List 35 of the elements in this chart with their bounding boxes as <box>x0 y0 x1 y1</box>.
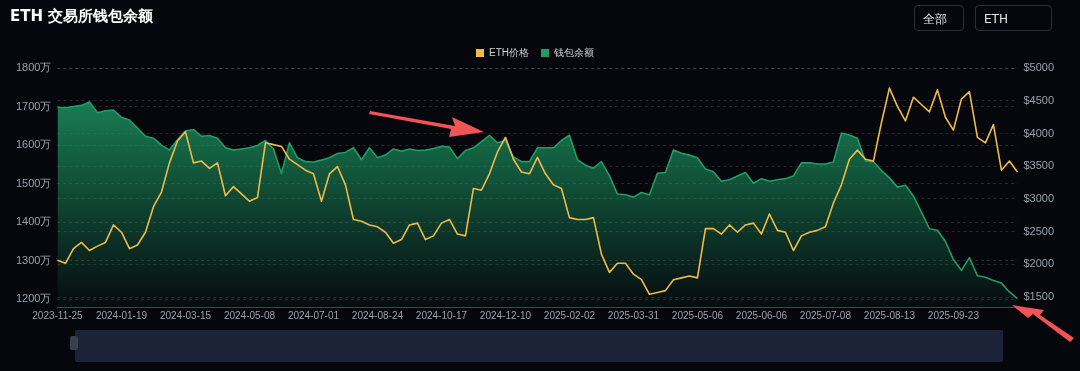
x-tick-label: 2025-03-31 <box>607 309 660 321</box>
y-tick-label: 1500万 <box>15 176 52 189</box>
y-tick-label: 1300万 <box>15 253 52 266</box>
dropdown: ETH <box>975 5 1052 31</box>
y-tick-label: 1400万 <box>15 215 52 228</box>
y2-tick-label: $3500 <box>1023 159 1055 172</box>
y-tick-label: 1200万 <box>15 292 52 305</box>
x-tick-label: 2024-08-24 <box>351 309 404 321</box>
x-tick-label: 2023-11-25 <box>32 309 84 321</box>
y2-tick-label: $2000 <box>1023 257 1055 270</box>
x-tick-label: 2025-07-08 <box>799 309 852 321</box>
legend-label: ETH价格 <box>489 46 529 58</box>
y2-tick-label: $4000 <box>1023 126 1055 139</box>
x-tick-label: 2025-05-06 <box>671 309 724 321</box>
y2-tick-label: $4500 <box>1023 93 1055 106</box>
y-tick-label: 1700万 <box>15 99 52 112</box>
x-tick-label: 2025-02-02 <box>543 309 596 321</box>
y2-tick-label: $1500 <box>1023 290 1055 303</box>
x-tick-label: 2024-12-10 <box>479 309 532 321</box>
y-tick-label: 1600万 <box>15 138 52 151</box>
x-tick-label: 2024-10-17 <box>415 309 468 321</box>
y2-tick-label: $2500 <box>1023 224 1055 237</box>
y2-tick-label: $3000 <box>1023 191 1055 204</box>
x-tick-label: 2024-01-19 <box>95 309 148 321</box>
chart-title: ETH 交易所钱包余额 <box>10 6 155 25</box>
x-tick-label: 2024-05-08 <box>223 309 276 321</box>
y2-tick-label: $5000 <box>1023 61 1055 74</box>
legend-label: 钱包余额 <box>553 46 594 58</box>
x-tick-label: 2024-03-15 <box>159 309 212 321</box>
dropdown: 全部 <box>914 5 964 31</box>
x-tick-label: 2025-08-13 <box>863 309 916 321</box>
y-tick-label: 1800万 <box>15 61 52 74</box>
x-tick-label: 2024-07-01 <box>287 309 340 321</box>
x-tick-label: 2025-06-06 <box>735 309 788 321</box>
x-tick-label: 2025-09-23 <box>927 309 980 321</box>
